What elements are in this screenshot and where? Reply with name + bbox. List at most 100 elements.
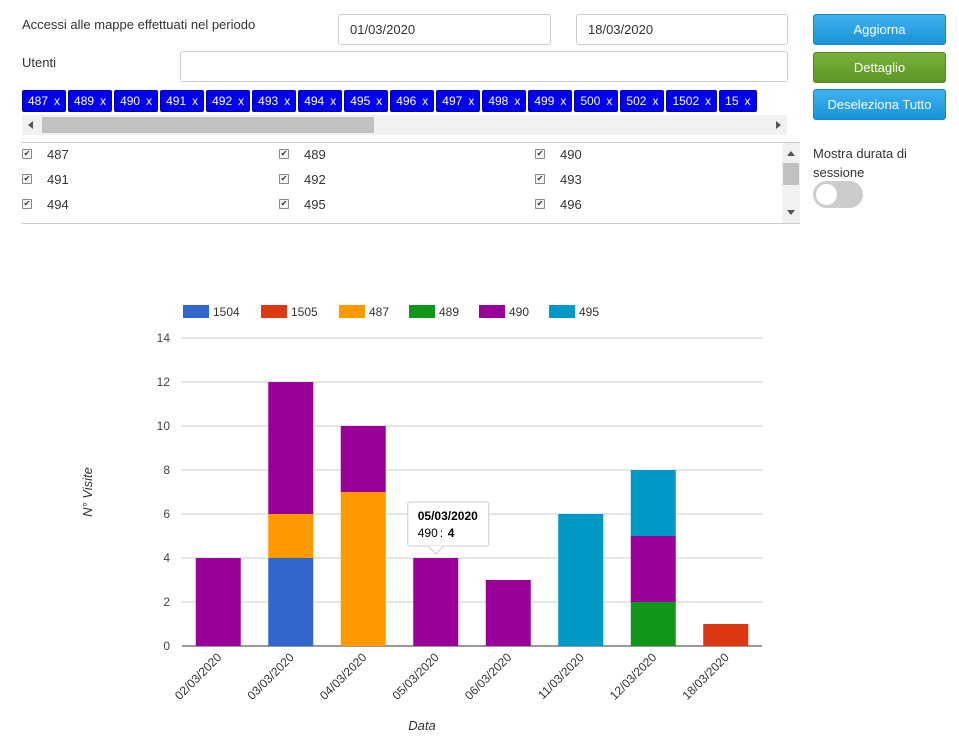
user-list-item: 495 bbox=[304, 197, 326, 212]
detail-button[interactable]: Dettaglio bbox=[813, 52, 946, 83]
remove-tag-icon[interactable]: x bbox=[192, 94, 199, 108]
update-button[interactable]: Aggiorna bbox=[813, 14, 946, 45]
user-tag[interactable]: 1502 x bbox=[666, 90, 718, 112]
y-tick-label: 6 bbox=[163, 507, 170, 521]
user-checkbox[interactable]: ✔ bbox=[535, 149, 545, 159]
user-checkbox[interactable]: ✔ bbox=[535, 174, 545, 184]
remove-tag-icon[interactable]: x bbox=[652, 94, 659, 108]
bar-segment-490[interactable] bbox=[413, 558, 459, 646]
date-to-input[interactable]: 18/03/2020 bbox=[576, 14, 788, 45]
user-checkbox[interactable]: ✔ bbox=[22, 174, 32, 184]
legend-swatch bbox=[339, 305, 365, 318]
bar-segment-490[interactable] bbox=[340, 426, 386, 492]
user-tag-label: 490 bbox=[120, 94, 141, 108]
user-tag-label: 495 bbox=[350, 94, 371, 108]
user-checkbox[interactable]: ✔ bbox=[279, 174, 289, 184]
bar-segment-490[interactable] bbox=[195, 558, 241, 646]
user-tag-label: 491 bbox=[166, 94, 187, 108]
remove-tag-icon[interactable]: x bbox=[514, 94, 521, 108]
user-tag-label: 489 bbox=[74, 94, 95, 108]
user-tag[interactable]: 15 x bbox=[719, 90, 757, 112]
bar-segment-1504[interactable] bbox=[268, 558, 314, 646]
legend-swatch bbox=[549, 305, 575, 318]
user-tag[interactable]: 498 x bbox=[482, 90, 527, 112]
legend-label: 495 bbox=[579, 305, 599, 319]
tooltip-box bbox=[407, 501, 490, 547]
bar-segment-487[interactable] bbox=[340, 492, 386, 646]
user-tag[interactable]: 491 x bbox=[160, 90, 205, 112]
bar-segment-495[interactable] bbox=[630, 470, 676, 536]
user-tag[interactable]: 497 x bbox=[436, 90, 481, 112]
x-tick-label: 03/03/2020 bbox=[245, 650, 298, 703]
remove-tag-icon[interactable]: x bbox=[100, 94, 107, 108]
remove-tag-icon[interactable]: x bbox=[54, 94, 61, 108]
scroll-up-icon[interactable] bbox=[786, 149, 796, 157]
users-checkbox-list: ✔ 487 ✔ 489 ✔ 490 ✔ 491 ✔ 492 ✔ 493 ✔ 494 ✔ 495 ✔ 496 bbox=[22, 142, 800, 224]
user-checkbox[interactable]: ✔ bbox=[535, 199, 545, 209]
user-tag-label: 493 bbox=[258, 94, 279, 108]
remove-tag-icon[interactable]: x bbox=[422, 94, 429, 108]
remove-tag-icon[interactable]: x bbox=[284, 94, 291, 108]
users-input[interactable] bbox=[180, 51, 788, 82]
bar-segment-489[interactable] bbox=[630, 602, 676, 646]
legend-swatch bbox=[261, 305, 287, 318]
deselect-all-button[interactable]: Deseleziona Tutto bbox=[813, 89, 946, 120]
scroll-down-icon[interactable] bbox=[786, 209, 796, 217]
legend-label: 1505 bbox=[291, 305, 318, 319]
remove-tag-icon[interactable]: x bbox=[606, 94, 613, 108]
bar-segment-495[interactable] bbox=[558, 514, 604, 646]
tags-scroll-thumb[interactable] bbox=[42, 117, 374, 133]
date-from-input[interactable]: 01/03/2020 bbox=[338, 14, 551, 45]
remove-tag-icon[interactable]: x bbox=[560, 94, 567, 108]
user-list-item: 496 bbox=[560, 197, 582, 212]
session-duration-toggle[interactable] bbox=[813, 181, 863, 208]
users-label: Utenti bbox=[22, 55, 56, 70]
tooltip-value: 4 bbox=[448, 526, 455, 540]
bar-segment-490[interactable] bbox=[485, 580, 531, 646]
user-tag-label: 492 bbox=[212, 94, 233, 108]
scroll-left-icon[interactable] bbox=[27, 120, 35, 130]
user-tag[interactable]: 493 x bbox=[252, 90, 297, 112]
user-checkbox[interactable]: ✔ bbox=[279, 199, 289, 209]
user-tag[interactable]: 492 x bbox=[206, 90, 251, 112]
session-duration-label: Mostra durata di sessione bbox=[813, 146, 907, 180]
scroll-right-icon[interactable] bbox=[774, 120, 782, 130]
remove-tag-icon[interactable]: x bbox=[744, 94, 751, 108]
user-checkbox[interactable]: ✔ bbox=[279, 149, 289, 159]
user-tag[interactable]: 490 x bbox=[114, 90, 159, 112]
user-checkbox[interactable]: ✔ bbox=[22, 149, 32, 159]
user-list-item: 489 bbox=[304, 147, 326, 162]
x-axis-title: Data bbox=[408, 718, 435, 733]
user-tag[interactable]: 489 x bbox=[68, 90, 113, 112]
user-tag-label: 497 bbox=[442, 94, 463, 108]
user-list-item: 492 bbox=[304, 172, 326, 187]
user-tag[interactable]: 495 x bbox=[344, 90, 389, 112]
user-tag[interactable]: 494 x bbox=[298, 90, 343, 112]
user-list-item: 490 bbox=[560, 147, 582, 162]
remove-tag-icon[interactable]: x bbox=[238, 94, 245, 108]
user-tag[interactable]: 500 x bbox=[574, 90, 619, 112]
x-tick-label: 05/03/2020 bbox=[390, 650, 443, 703]
tags-horizontal-scrollbar[interactable] bbox=[22, 115, 787, 135]
users-list-scroll-thumb[interactable] bbox=[783, 163, 799, 185]
user-tag-label: 15 bbox=[725, 94, 739, 108]
bar-segment-490[interactable] bbox=[268, 382, 314, 514]
remove-tag-icon[interactable]: x bbox=[330, 94, 337, 108]
user-tag[interactable]: 496 x bbox=[390, 90, 435, 112]
user-tag[interactable]: 502 x bbox=[620, 90, 665, 112]
user-checkbox[interactable]: ✔ bbox=[22, 199, 32, 209]
user-tag[interactable]: 487 x bbox=[22, 90, 67, 112]
remove-tag-icon[interactable]: x bbox=[376, 94, 383, 108]
bar-segment-490[interactable] bbox=[630, 536, 676, 602]
bar-segment-487[interactable] bbox=[268, 514, 314, 558]
remove-tag-icon[interactable]: x bbox=[705, 94, 712, 108]
user-tag[interactable]: 499 x bbox=[528, 90, 573, 112]
users-list-scrollbar[interactable] bbox=[782, 143, 800, 223]
remove-tag-icon[interactable]: x bbox=[146, 94, 153, 108]
bar-segment-1505[interactable] bbox=[703, 624, 749, 646]
y-tick-label: 14 bbox=[157, 331, 171, 345]
remove-tag-icon[interactable]: x bbox=[468, 94, 475, 108]
y-tick-label: 12 bbox=[157, 375, 171, 389]
x-tick-label: 12/03/2020 bbox=[607, 650, 660, 703]
visits-chart: 0 2 4 6 8 10 12 14 02/03/2020 03/03/2020 04/03/202… bbox=[80, 305, 762, 733]
